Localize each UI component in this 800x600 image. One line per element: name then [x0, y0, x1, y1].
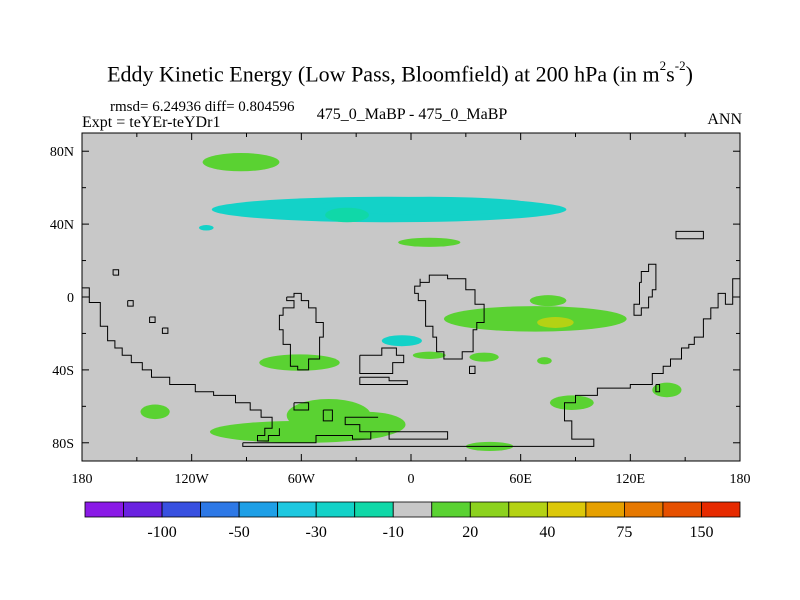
x-tick-labels: 180 120W 60W 0 60E 120E 180 [72, 472, 751, 487]
colorbar-box [546, 501, 587, 518]
coastline [414, 274, 485, 360]
colorbar-label: -10 [383, 524, 404, 541]
x-tick-label: 180 [72, 472, 93, 487]
coastline [161, 327, 169, 334]
x-tick-label: 120E [616, 472, 646, 487]
coastline [242, 416, 449, 444]
map-background [82, 133, 740, 461]
colorbar-label: 40 [539, 524, 555, 541]
field-region [537, 317, 574, 328]
coastline [359, 347, 405, 374]
coastline-layer [82, 230, 740, 447]
y-tick-label: 0 [67, 291, 74, 306]
colorbar: -100 -50 -30 -10 20 40 75 150 [84, 501, 741, 541]
colorbar-box [392, 501, 433, 518]
coastline [322, 409, 333, 422]
field-region [319, 196, 539, 215]
field-region [412, 351, 446, 359]
field-region [381, 335, 422, 347]
coastline [127, 300, 134, 307]
chart-title-close: ) [685, 61, 693, 87]
chart-title-exponent-2: -2 [674, 58, 686, 73]
colorbar-box [354, 501, 394, 518]
x-tick-label: 60W [288, 472, 316, 487]
colorbar-label: 150 [689, 524, 713, 541]
colorbar-box [624, 501, 664, 518]
experiment-label: Expt = teYEr-teYDr1 [82, 114, 221, 131]
coastline [469, 365, 476, 374]
coastline [359, 376, 408, 385]
y-tick-label: 80N [50, 145, 74, 160]
colorbar-box [200, 501, 240, 518]
colorbar-box [161, 501, 201, 518]
coastline [633, 263, 657, 316]
field-region [469, 352, 499, 362]
x-tick-label: 180 [730, 472, 751, 487]
y-tick-labels: 80N 40N 0 40S 80S [50, 145, 74, 452]
field-region [259, 354, 340, 371]
coastline [82, 287, 280, 442]
colorbar-box [585, 501, 625, 518]
field-layer [140, 153, 682, 451]
field-region [537, 357, 552, 365]
colorbar-box [431, 501, 471, 518]
axis-ticks [81, 133, 741, 461]
season-label: ANN [707, 111, 742, 128]
colorbar-label: -50 [228, 524, 249, 541]
colorbar-label: -100 [147, 524, 176, 541]
colorbar-box [84, 501, 124, 518]
colorbar-box [508, 501, 548, 518]
case-label: 475_0_MaBP - 475_0_MaBP [316, 106, 508, 123]
coastline [655, 384, 661, 393]
x-tick-label: 60E [509, 472, 532, 487]
field-region [529, 295, 567, 307]
coastline [149, 316, 156, 323]
y-tick-label: 40S [52, 364, 74, 379]
rmsd-diff-label: rmsd= 6.24936 diff= 0.804596 [110, 99, 295, 115]
coastline [278, 292, 324, 371]
field-region [443, 306, 627, 332]
field-region [325, 411, 406, 438]
chart-title: Eddy Kinetic Energy (Low Pass, Bloomfiel… [0, 56, 800, 87]
colorbar-box [315, 501, 356, 518]
chart-title-unit-s: s [666, 61, 675, 87]
coastline [675, 230, 704, 240]
coastline [242, 278, 740, 447]
field-region [325, 207, 369, 223]
colorbar-box [662, 501, 702, 518]
colorbar-box [238, 501, 279, 518]
coastline [112, 269, 120, 276]
field-region [198, 225, 214, 231]
chart-title-main: Eddy Kinetic Energy (Low Pass, Bloomfiel… [107, 61, 660, 87]
field-region [140, 404, 170, 420]
colorbar-box [701, 501, 741, 518]
y-tick-label: 80S [52, 437, 74, 452]
colorbar-box [277, 501, 317, 518]
colorbar-box [123, 501, 163, 518]
chart-title-exponent-1: 2 [659, 58, 667, 73]
colorbar-label: 75 [616, 524, 632, 541]
x-tick-label: 0 [408, 472, 415, 487]
colorbar-box [469, 501, 510, 518]
coastline [293, 402, 310, 411]
colorbar-label: 20 [462, 524, 478, 541]
y-tick-label: 40N [50, 218, 74, 233]
colorbar-label: -30 [306, 524, 327, 541]
field-region [202, 153, 280, 172]
x-tick-label: 120W [175, 472, 210, 487]
field-region [398, 237, 461, 247]
